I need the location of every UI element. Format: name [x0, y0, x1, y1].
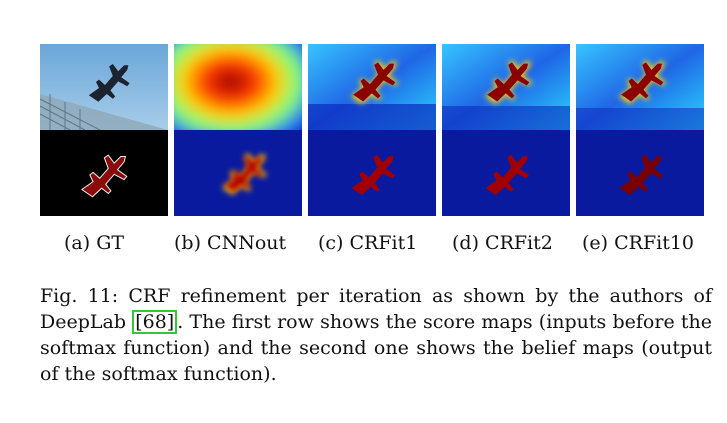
- label-crfit2: (d) CRFit2: [452, 232, 553, 254]
- citation-link[interactable]: [68]: [132, 310, 178, 334]
- crfit1-belief-map: [308, 130, 436, 216]
- label-gt: (a) GT: [64, 232, 125, 254]
- gt-mask: [40, 130, 168, 216]
- caption-text-prefix: Fig. 11: CRF refinement per iteration as…: [40, 285, 712, 333]
- crfit10-belief-map: [576, 130, 704, 216]
- label-crfit1: (c) CRFit1: [318, 232, 418, 254]
- label-cnnout: (b) CNNout: [174, 232, 287, 254]
- gt-photo: [40, 44, 168, 130]
- label-crfit10: (e) CRFit10: [582, 232, 695, 254]
- cnnout-belief-map: [174, 130, 302, 216]
- cnnout-score-map: [174, 44, 302, 130]
- crfit1-score-map: [308, 44, 436, 130]
- crfit2-score-map: [442, 44, 570, 130]
- caption-text-suffix: . The first row shows the score maps (in…: [40, 311, 712, 385]
- crfit2-belief-map: [442, 130, 570, 216]
- crfit10-score-map: [576, 44, 704, 130]
- figure-caption: Fig. 11: CRF refinement per iteration as…: [40, 283, 712, 387]
